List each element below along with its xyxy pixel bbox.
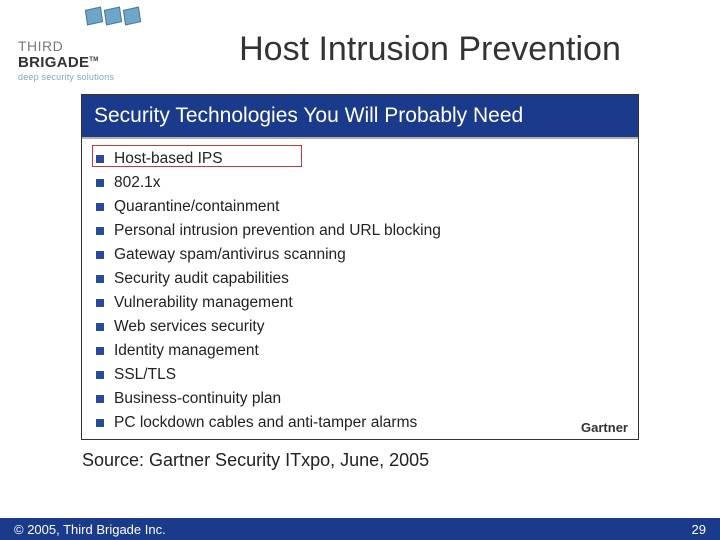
list-item: 802.1x [96,171,624,195]
bullet-icon [96,419,104,427]
content-panel: Security Technologies You Will Probably … [81,94,639,440]
panel-header: Security Technologies You Will Probably … [82,95,638,139]
header-region: THIRD BRIGADETM deep security solutions … [0,0,720,82]
logo-tagline: deep security solutions [18,72,158,82]
gartner-brand-label: Gartner [581,420,628,435]
list-item: Host-based IPS [96,147,624,171]
page-number: 29 [692,522,706,537]
list-item: Gateway spam/antivirus scanning [96,243,624,267]
logo-brigade-text: BRIGADE [18,54,89,71]
list-item-label: PC lockdown cables and anti-tamper alarm… [114,414,417,432]
bullet-icon [96,299,104,307]
panel-header-text: Security Technologies You Will Probably … [94,103,626,129]
source-citation: Source: Gartner Security ITxpo, June, 20… [82,450,720,471]
list-item: Web services security [96,315,624,339]
list-item-label: SSL/TLS [114,366,176,384]
list-item: Vulnerability management [96,291,624,315]
logo: THIRD BRIGADETM deep security solutions [18,8,158,82]
list-item: SSL/TLS [96,363,624,387]
logo-mark [18,8,158,36]
bullet-icon [96,179,104,187]
list-item: Personal intrusion prevention and URL bl… [96,219,624,243]
list-item-label: Security audit capabilities [114,270,289,288]
slide-title: Host Intrusion Prevention [158,8,702,69]
list-item: PC lockdown cables and anti-tamper alarm… [96,411,624,435]
list-item-label: Quarantine/containment [114,198,279,216]
bullet-icon [96,227,104,235]
logo-text-line2: BRIGADETM [18,54,158,71]
list-item-label: 802.1x [114,174,161,192]
list-item-label: Identity management [114,342,259,360]
logo-cube-icon [104,7,122,26]
list-item-label: Web services security [114,318,264,336]
logo-cube-icon [123,7,141,26]
bullet-icon [96,203,104,211]
list-item-label: Vulnerability management [114,294,293,312]
bullet-icon [96,395,104,403]
list-item: Security audit capabilities [96,267,624,291]
list-item-label: Business-continuity plan [114,390,281,408]
list-item-label: Host-based IPS [114,150,223,168]
bullet-icon [96,251,104,259]
logo-text-line1: THIRD [18,38,158,54]
list-item-label: Gateway spam/antivirus scanning [114,246,346,264]
bullet-icon [96,323,104,331]
list-item: Identity management [96,339,624,363]
bullet-icon [96,371,104,379]
list-item: Quarantine/containment [96,195,624,219]
trademark-symbol: TM [89,57,98,63]
footer-bar: © 2005, Third Brigade Inc. 29 [0,518,720,540]
logo-cube-icon [85,7,103,26]
bullet-icon [96,275,104,283]
bullet-icon [96,347,104,355]
list-item: Business-continuity plan [96,387,624,411]
bullet-icon [96,155,104,163]
list-item-label: Personal intrusion prevention and URL bl… [114,222,441,240]
copyright-text: © 2005, Third Brigade Inc. [14,522,166,537]
panel-body: Host-based IPS 802.1x Quarantine/containme… [82,139,638,439]
